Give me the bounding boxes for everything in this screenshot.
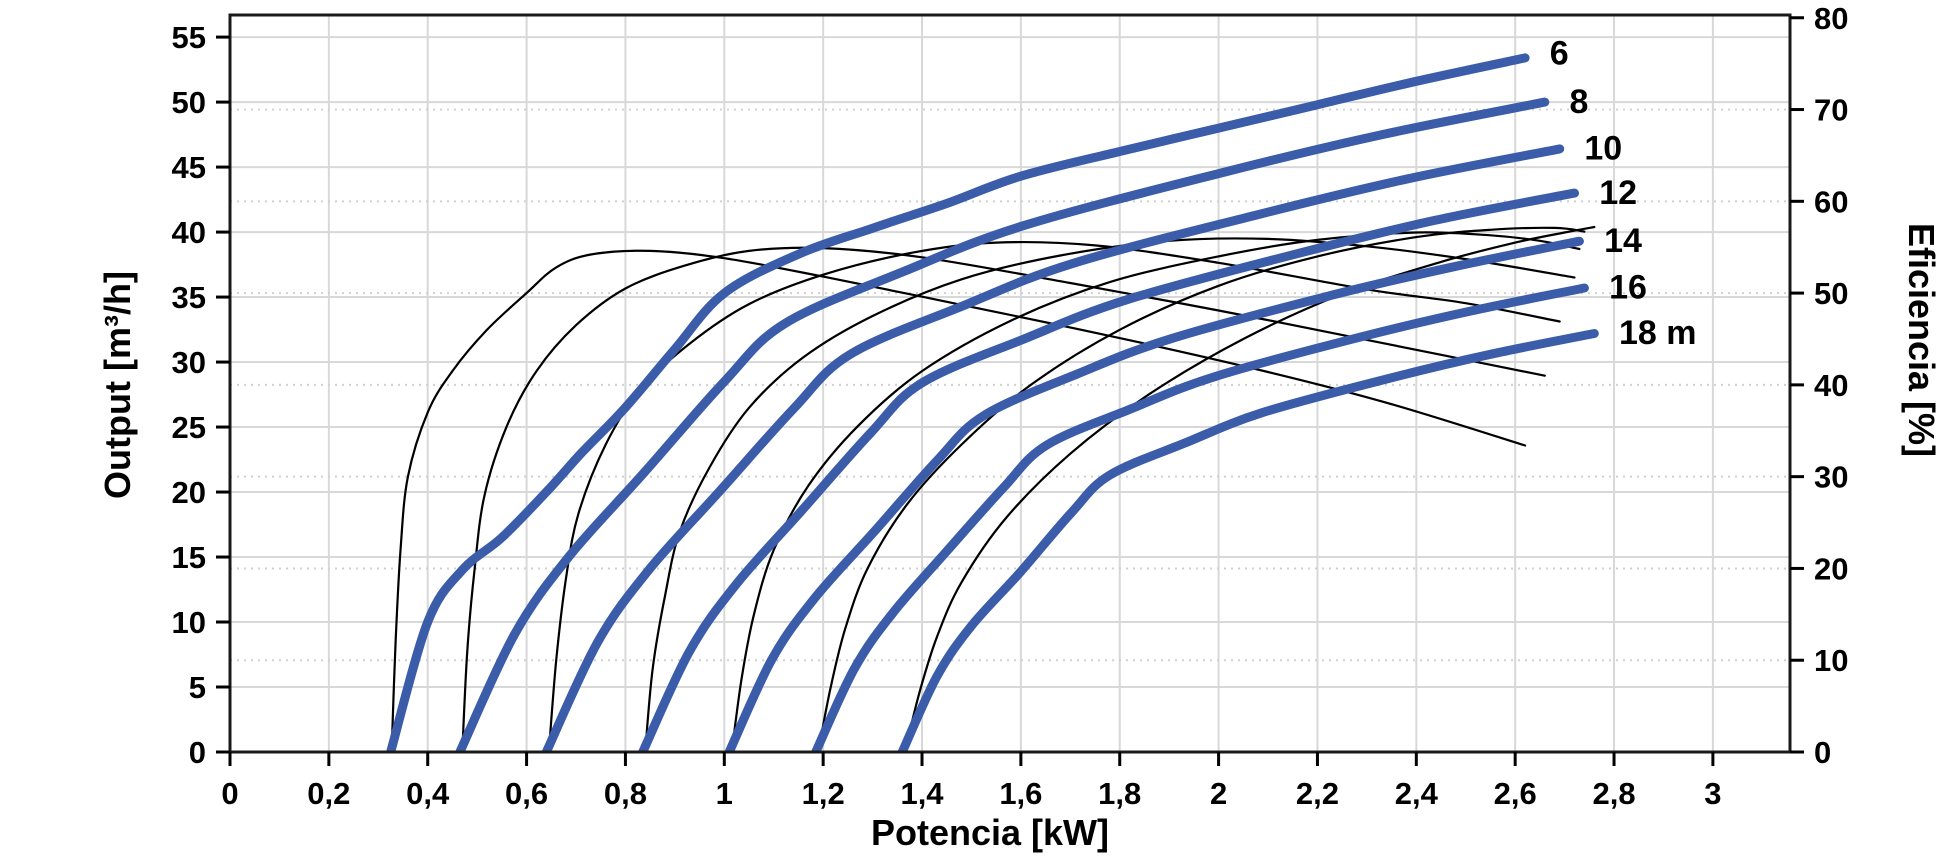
y-tick-label-left: 55 [172, 20, 206, 55]
y-tick-label-left: 30 [172, 345, 206, 380]
y-tick-label-right: 60 [1814, 184, 1848, 219]
y-tick-label-left: 5 [189, 670, 206, 705]
x-tick-label: 0,4 [406, 776, 450, 811]
series-eff-8m-curve [461, 246, 1546, 752]
y-tick-label-right: 50 [1814, 276, 1848, 311]
plot-border [228, 13, 1792, 754]
x-tick-label: 2 [1210, 776, 1227, 811]
x-tick-label: 2,8 [1592, 776, 1635, 811]
right-axis-title: Eficiencia [%] [1901, 222, 1942, 458]
y-tick-label-left: 25 [172, 410, 206, 445]
y-tick-label-left: 45 [172, 150, 206, 185]
series-head-6m-curve [386, 53, 1530, 752]
x-tick-label: 0,2 [307, 776, 350, 811]
x-tick-label: 0 [221, 776, 238, 811]
x-tick-label: 2,2 [1296, 776, 1339, 811]
left-axis-title: Output [m³/h] [97, 271, 138, 499]
x-axis-title: Potencia [kW] [870, 812, 1110, 853]
x-tick-label: 2,6 [1494, 776, 1537, 811]
curve-label-16: 16 [1609, 269, 1647, 307]
series-eff-6m-curve [390, 249, 1527, 752]
axes [216, 13, 1804, 766]
series-head-18m-curve [897, 329, 1599, 752]
x-tick-label: 0,6 [505, 776, 548, 811]
x-tick-label: 1,8 [1098, 776, 1141, 811]
series-eff-10m-curve [547, 240, 1561, 752]
y-tick-label-left: 15 [172, 540, 206, 575]
y-tick-label-right: 70 [1814, 93, 1848, 128]
y-tick-label-right: 80 [1814, 1, 1848, 36]
x-tick-label: 1,4 [900, 776, 944, 811]
curve-label-8: 8 [1570, 83, 1589, 121]
y-tick-label-left: 40 [172, 215, 206, 250]
x-tick-label: 3 [1704, 776, 1721, 811]
curve-label-18-m: 18 m [1619, 314, 1697, 352]
curve-labels: 68 10 12 14 16 18 m [1550, 35, 1697, 352]
y-tick-label-left: 50 [172, 85, 206, 120]
grid [230, 15, 1790, 752]
y-tick-label-left: 35 [172, 280, 206, 315]
curve-label-10: 10 [1584, 130, 1622, 168]
series-eff-12m-curve [644, 237, 1576, 752]
curve-label-14: 14 [1604, 222, 1642, 260]
series-head-12m-curve [638, 188, 1579, 752]
y-tick-label-right: 0 [1814, 735, 1831, 770]
x-tick-label: 0,8 [604, 776, 647, 811]
series-group [386, 53, 1599, 752]
y-tick-label-right: 30 [1814, 460, 1848, 495]
y-tick-label-right: 20 [1814, 551, 1848, 586]
x-tick-label: 2,4 [1395, 776, 1439, 811]
tick-labels: 0 0,2 0,4 0,6 0,8 1 1,2 1,4 1,6 1,8 2 2,2 2,4 2,6 2,8 3… [172, 1, 1849, 811]
series-eff-18m-curve [903, 225, 1596, 752]
series-head-14m-curve [724, 236, 1584, 752]
y-tick-label-right: 40 [1814, 368, 1848, 403]
series-head-10m-curve [541, 144, 1565, 752]
y-tick-label-left: 0 [189, 735, 206, 770]
curve-label-12: 12 [1599, 174, 1637, 212]
series-eff-16m-curve [817, 226, 1586, 752]
series-head-8m-curve [455, 97, 1550, 752]
curve-label-6: 6 [1550, 35, 1569, 73]
x-tick-label: 1 [716, 776, 733, 811]
series-head-16m-curve [811, 283, 1589, 752]
y-tick-label-right: 10 [1814, 643, 1848, 678]
x-tick-label: 1,6 [999, 776, 1042, 811]
x-tick-label: 1,2 [802, 776, 845, 811]
y-tick-label-left: 10 [172, 605, 206, 640]
y-tick-label-left: 20 [172, 475, 206, 510]
